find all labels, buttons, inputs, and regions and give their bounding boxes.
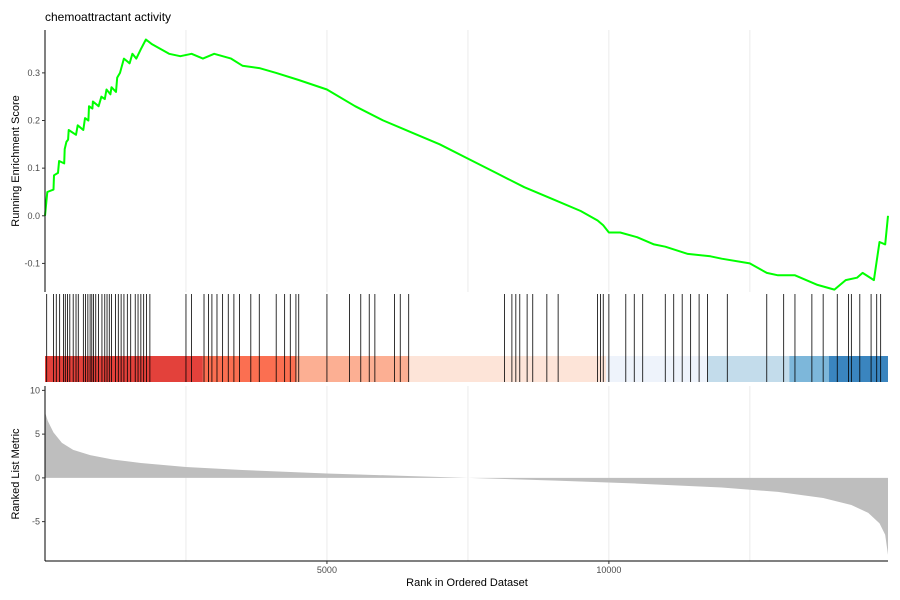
rank-color-band	[408, 356, 607, 382]
metric-y-tick-label: 0	[35, 473, 40, 483]
ranked-metric-fill	[45, 412, 888, 555]
metric-y-axis-title: Ranked List Metric	[10, 428, 22, 520]
rank-color-band	[202, 356, 296, 382]
chart-title: chemoattractant activity	[45, 10, 171, 24]
es-y-axis-title: Running Enrichment Score	[10, 95, 22, 226]
rank-color-band	[295, 356, 409, 382]
rank-color-band	[606, 356, 708, 382]
rank-color-band	[828, 356, 888, 382]
rank-color-band	[707, 356, 790, 382]
es-y-tick-label: -0.1	[24, 258, 40, 268]
es-y-tick-label: 0.2	[27, 116, 40, 126]
x-tick-label: 10000	[596, 565, 621, 575]
ranked-metric-area	[45, 412, 888, 555]
es-y-tick-label: 0.3	[27, 68, 40, 78]
x-tick-label: 5000	[317, 565, 337, 575]
enrichment-score-line	[44, 38, 889, 291]
rank-color-bar	[45, 356, 888, 382]
metric-y-tick-label: -5	[32, 517, 40, 527]
es-y-tick-label: 0.0	[27, 211, 40, 221]
es-y-tick-label: 0.1	[27, 163, 40, 173]
gene-hit-marks	[46, 294, 882, 382]
enrichment-score-curve	[44, 38, 889, 291]
metric-y-tick-label: 5	[35, 429, 40, 439]
grid-lines	[185, 30, 751, 561]
metric-y-tick-label: 10	[30, 385, 40, 395]
tick-labels: -0.1 0.0 0.1 0.2 0.3 -5 0 5 10 5000 10000	[24, 68, 621, 575]
rank-color-band	[789, 356, 829, 382]
x-axis-title: Rank in Ordered Dataset	[406, 577, 528, 589]
axes	[44, 30, 888, 562]
